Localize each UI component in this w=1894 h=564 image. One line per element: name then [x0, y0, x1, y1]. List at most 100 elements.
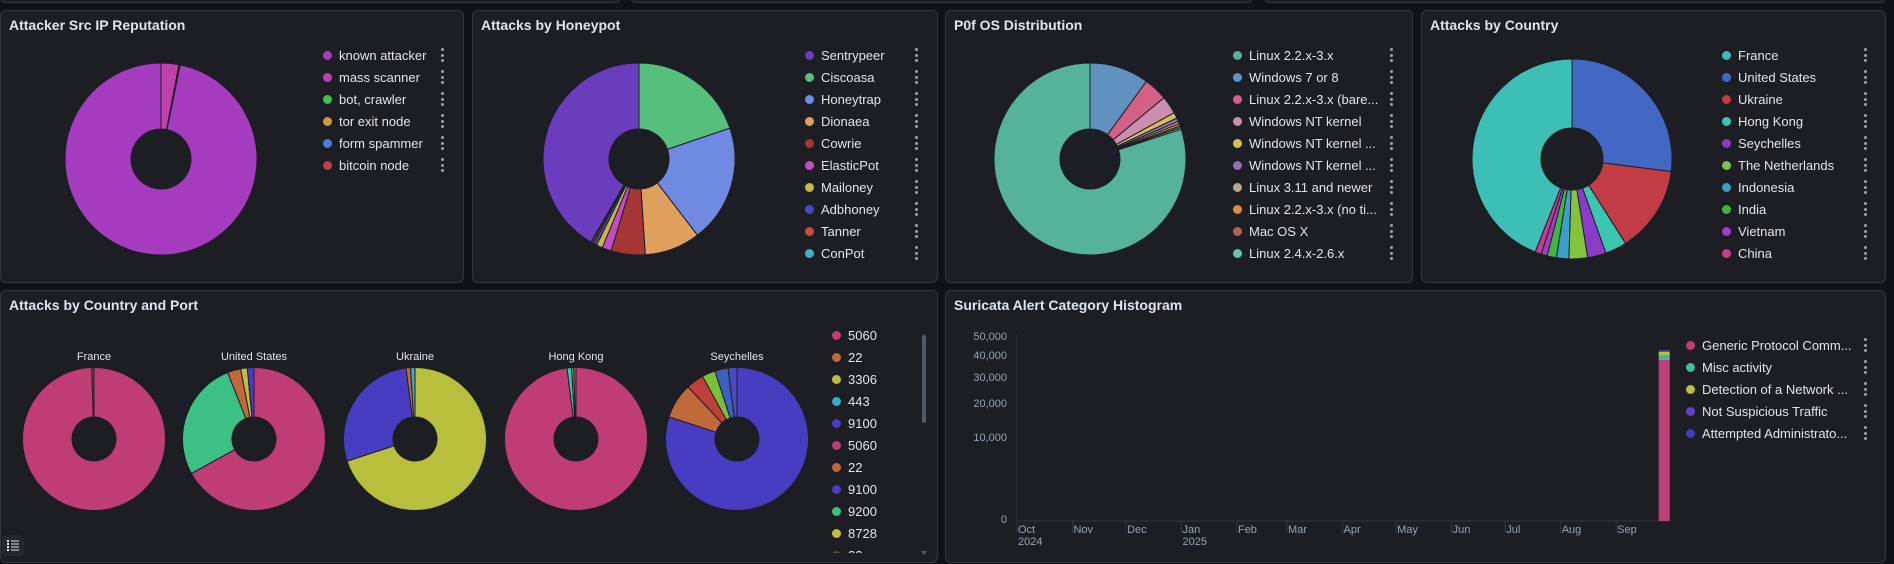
suricata-legend-item[interactable]: Detection of a Network ... — [1686, 380, 1848, 398]
country-port-legend-item[interactable]: 443 — [832, 392, 870, 410]
p0f-legend-item[interactable]: Linux 2.2.x-3.x (no ti... — [1233, 200, 1377, 218]
legend-item-menu-icon[interactable] — [914, 48, 918, 62]
legend-item-menu-icon[interactable] — [1863, 338, 1867, 352]
p0f-legend-item[interactable]: Windows 7 or 8 — [1233, 68, 1339, 86]
honeypot-legend-item[interactable]: Tanner — [805, 222, 861, 240]
histogram-bar-segment[interactable] — [1658, 350, 1670, 352]
country-legend-item[interactable]: Indonesia — [1722, 178, 1794, 196]
reputation-legend-item[interactable]: mass scanner — [323, 68, 420, 86]
reputation-legend-item[interactable]: bot, crawler — [323, 90, 406, 108]
honeypot-legend-item[interactable]: Ciscoasa — [805, 68, 874, 86]
p0f-legend-item[interactable]: Windows NT kernel — [1233, 112, 1361, 130]
country-legend-item[interactable]: Vietnam — [1722, 222, 1785, 240]
legend-item-menu-icon[interactable] — [914, 92, 918, 106]
country-legend-item[interactable]: Hong Kong — [1722, 112, 1803, 130]
legend-item-menu-icon[interactable] — [440, 48, 444, 62]
legend-item-menu-icon[interactable] — [914, 158, 918, 172]
legend-item-menu-icon[interactable] — [1863, 92, 1867, 106]
country-legend-item[interactable]: Seychelles — [1722, 134, 1801, 152]
legend-item-menu-icon[interactable] — [1863, 360, 1867, 374]
legend-item-menu-icon[interactable] — [1389, 92, 1393, 106]
legend-item-menu-icon[interactable] — [1389, 246, 1393, 260]
country-port-legend-item[interactable]: 3306 — [832, 370, 877, 388]
legend-item-menu-icon[interactable] — [1389, 136, 1393, 150]
legend-item-menu-icon[interactable] — [440, 136, 444, 150]
legend-item-menu-icon[interactable] — [914, 114, 918, 128]
legend-item-menu-icon[interactable] — [440, 158, 444, 172]
legend-item-menu-icon[interactable] — [914, 202, 918, 216]
honeypot-legend-item[interactable]: Honeytrap — [805, 90, 881, 108]
honeypot-legend-item[interactable]: Mailoney — [805, 178, 873, 196]
reputation-legend-item[interactable]: form spammer — [323, 134, 423, 152]
country-legend-item[interactable]: United States — [1722, 68, 1816, 86]
legend-item-menu-icon[interactable] — [440, 92, 444, 106]
country-legend-item[interactable]: China — [1722, 244, 1772, 262]
country-port-legend-item[interactable]: 5060 — [832, 436, 877, 454]
legend-item-menu-icon[interactable] — [1863, 382, 1867, 396]
suricata-legend-item[interactable]: Attempted Administrato... — [1686, 424, 1847, 442]
legend-item-menu-icon[interactable] — [914, 180, 918, 194]
reputation-legend-item[interactable]: tor exit node — [323, 112, 411, 130]
legend-item-menu-icon[interactable] — [914, 70, 918, 84]
country-port-legend-item[interactable]: 22 — [832, 348, 862, 366]
p0f-legend-item[interactable]: Linux 2.2.x-3.x — [1233, 46, 1334, 64]
legend-item-menu-icon[interactable] — [914, 246, 918, 260]
histogram-bar-segment[interactable] — [1658, 351, 1670, 355]
country-port-legend-item[interactable]: 9200 — [832, 502, 877, 520]
reputation-legend-item[interactable]: known attacker — [323, 46, 426, 64]
country-port-legend-item[interactable]: 9100 — [832, 414, 877, 432]
legend-item-menu-icon[interactable] — [1389, 114, 1393, 128]
legend-item-menu-icon[interactable] — [1389, 202, 1393, 216]
legend-item-menu-icon[interactable] — [1389, 70, 1393, 84]
country-port-legend-item[interactable]: 8728 — [832, 524, 877, 542]
legend-item-menu-icon[interactable] — [1863, 224, 1867, 238]
honeypot-slice[interactable] — [638, 62, 731, 150]
honeypot-legend-item[interactable]: Cowrie — [805, 134, 861, 152]
legend-item-menu-icon[interactable] — [1863, 202, 1867, 216]
country-legend-item[interactable]: The Netherlands — [1722, 156, 1834, 174]
legend-item-menu-icon[interactable] — [1863, 246, 1867, 260]
honeypot-legend-item[interactable]: ConPot — [805, 244, 864, 262]
legend-item-menu-icon[interactable] — [1863, 70, 1867, 84]
p0f-legend-item[interactable]: Linux 3.11 and newer — [1233, 178, 1372, 196]
suricata-legend-item[interactable]: Not Suspicious Traffic — [1686, 402, 1827, 420]
legend-item-menu-icon[interactable] — [1389, 180, 1393, 194]
country-legend-item[interactable]: India — [1722, 200, 1766, 218]
suricata-legend-item[interactable]: Misc activity — [1686, 358, 1772, 376]
p0f-legend-item[interactable]: Linux 2.2.x-3.x (bare... — [1233, 90, 1378, 108]
legend-item-menu-icon[interactable] — [1863, 404, 1867, 418]
legend-item-menu-icon[interactable] — [914, 224, 918, 238]
honeypot-legend-item[interactable]: Adbhoney — [805, 200, 880, 218]
legend-item-menu-icon[interactable] — [1863, 158, 1867, 172]
suricata-legend-item[interactable]: Generic Protocol Comm... — [1686, 336, 1852, 354]
legend-item-menu-icon[interactable] — [914, 136, 918, 150]
legend-item-menu-icon[interactable] — [1863, 48, 1867, 62]
histogram-bar-segment[interactable] — [1658, 354, 1670, 361]
reputation-legend-item[interactable]: bitcoin node — [323, 156, 409, 174]
legend-item-menu-icon[interactable] — [1863, 426, 1867, 440]
legend-item-menu-icon[interactable] — [1863, 136, 1867, 150]
legend-item-menu-icon[interactable] — [1863, 180, 1867, 194]
country-legend-item[interactable]: Ukraine — [1722, 90, 1783, 108]
p0f-legend-item[interactable]: Windows NT kernel ... — [1233, 134, 1376, 152]
honeypot-legend-item[interactable]: Dionaea — [805, 112, 869, 130]
p0f-legend-item[interactable]: Linux 2.4.x-2.6.x — [1233, 244, 1344, 262]
legend-item-menu-icon[interactable] — [440, 70, 444, 84]
p0f-legend-item[interactable]: Windows NT kernel ... — [1233, 156, 1376, 174]
honeypot-slice[interactable] — [656, 127, 736, 236]
histogram-bar-segment[interactable] — [1658, 360, 1670, 521]
legend-item-menu-icon[interactable] — [1389, 158, 1393, 172]
honeypot-legend-item[interactable]: ElasticPot — [805, 156, 879, 174]
legend-item-menu-icon[interactable] — [1863, 114, 1867, 128]
country-port-legend-item[interactable]: 9100 — [832, 480, 877, 498]
country-port-legend-item[interactable]: 5060 — [832, 326, 877, 344]
legend-item-menu-icon[interactable] — [1389, 48, 1393, 62]
honeypot-legend-item[interactable]: Sentrypeer — [805, 46, 885, 64]
histogram-bar-segment[interactable] — [1658, 350, 1670, 351]
legend-item-menu-icon[interactable] — [440, 114, 444, 128]
country-port-legend-item[interactable]: 22 — [832, 546, 862, 553]
p0f-legend-item[interactable]: Mac OS X — [1233, 222, 1308, 240]
legend-toggle-button[interactable] — [2, 535, 24, 556]
country-port-legend-item[interactable]: 22 — [832, 458, 862, 476]
country-legend-item[interactable]: France — [1722, 46, 1778, 64]
